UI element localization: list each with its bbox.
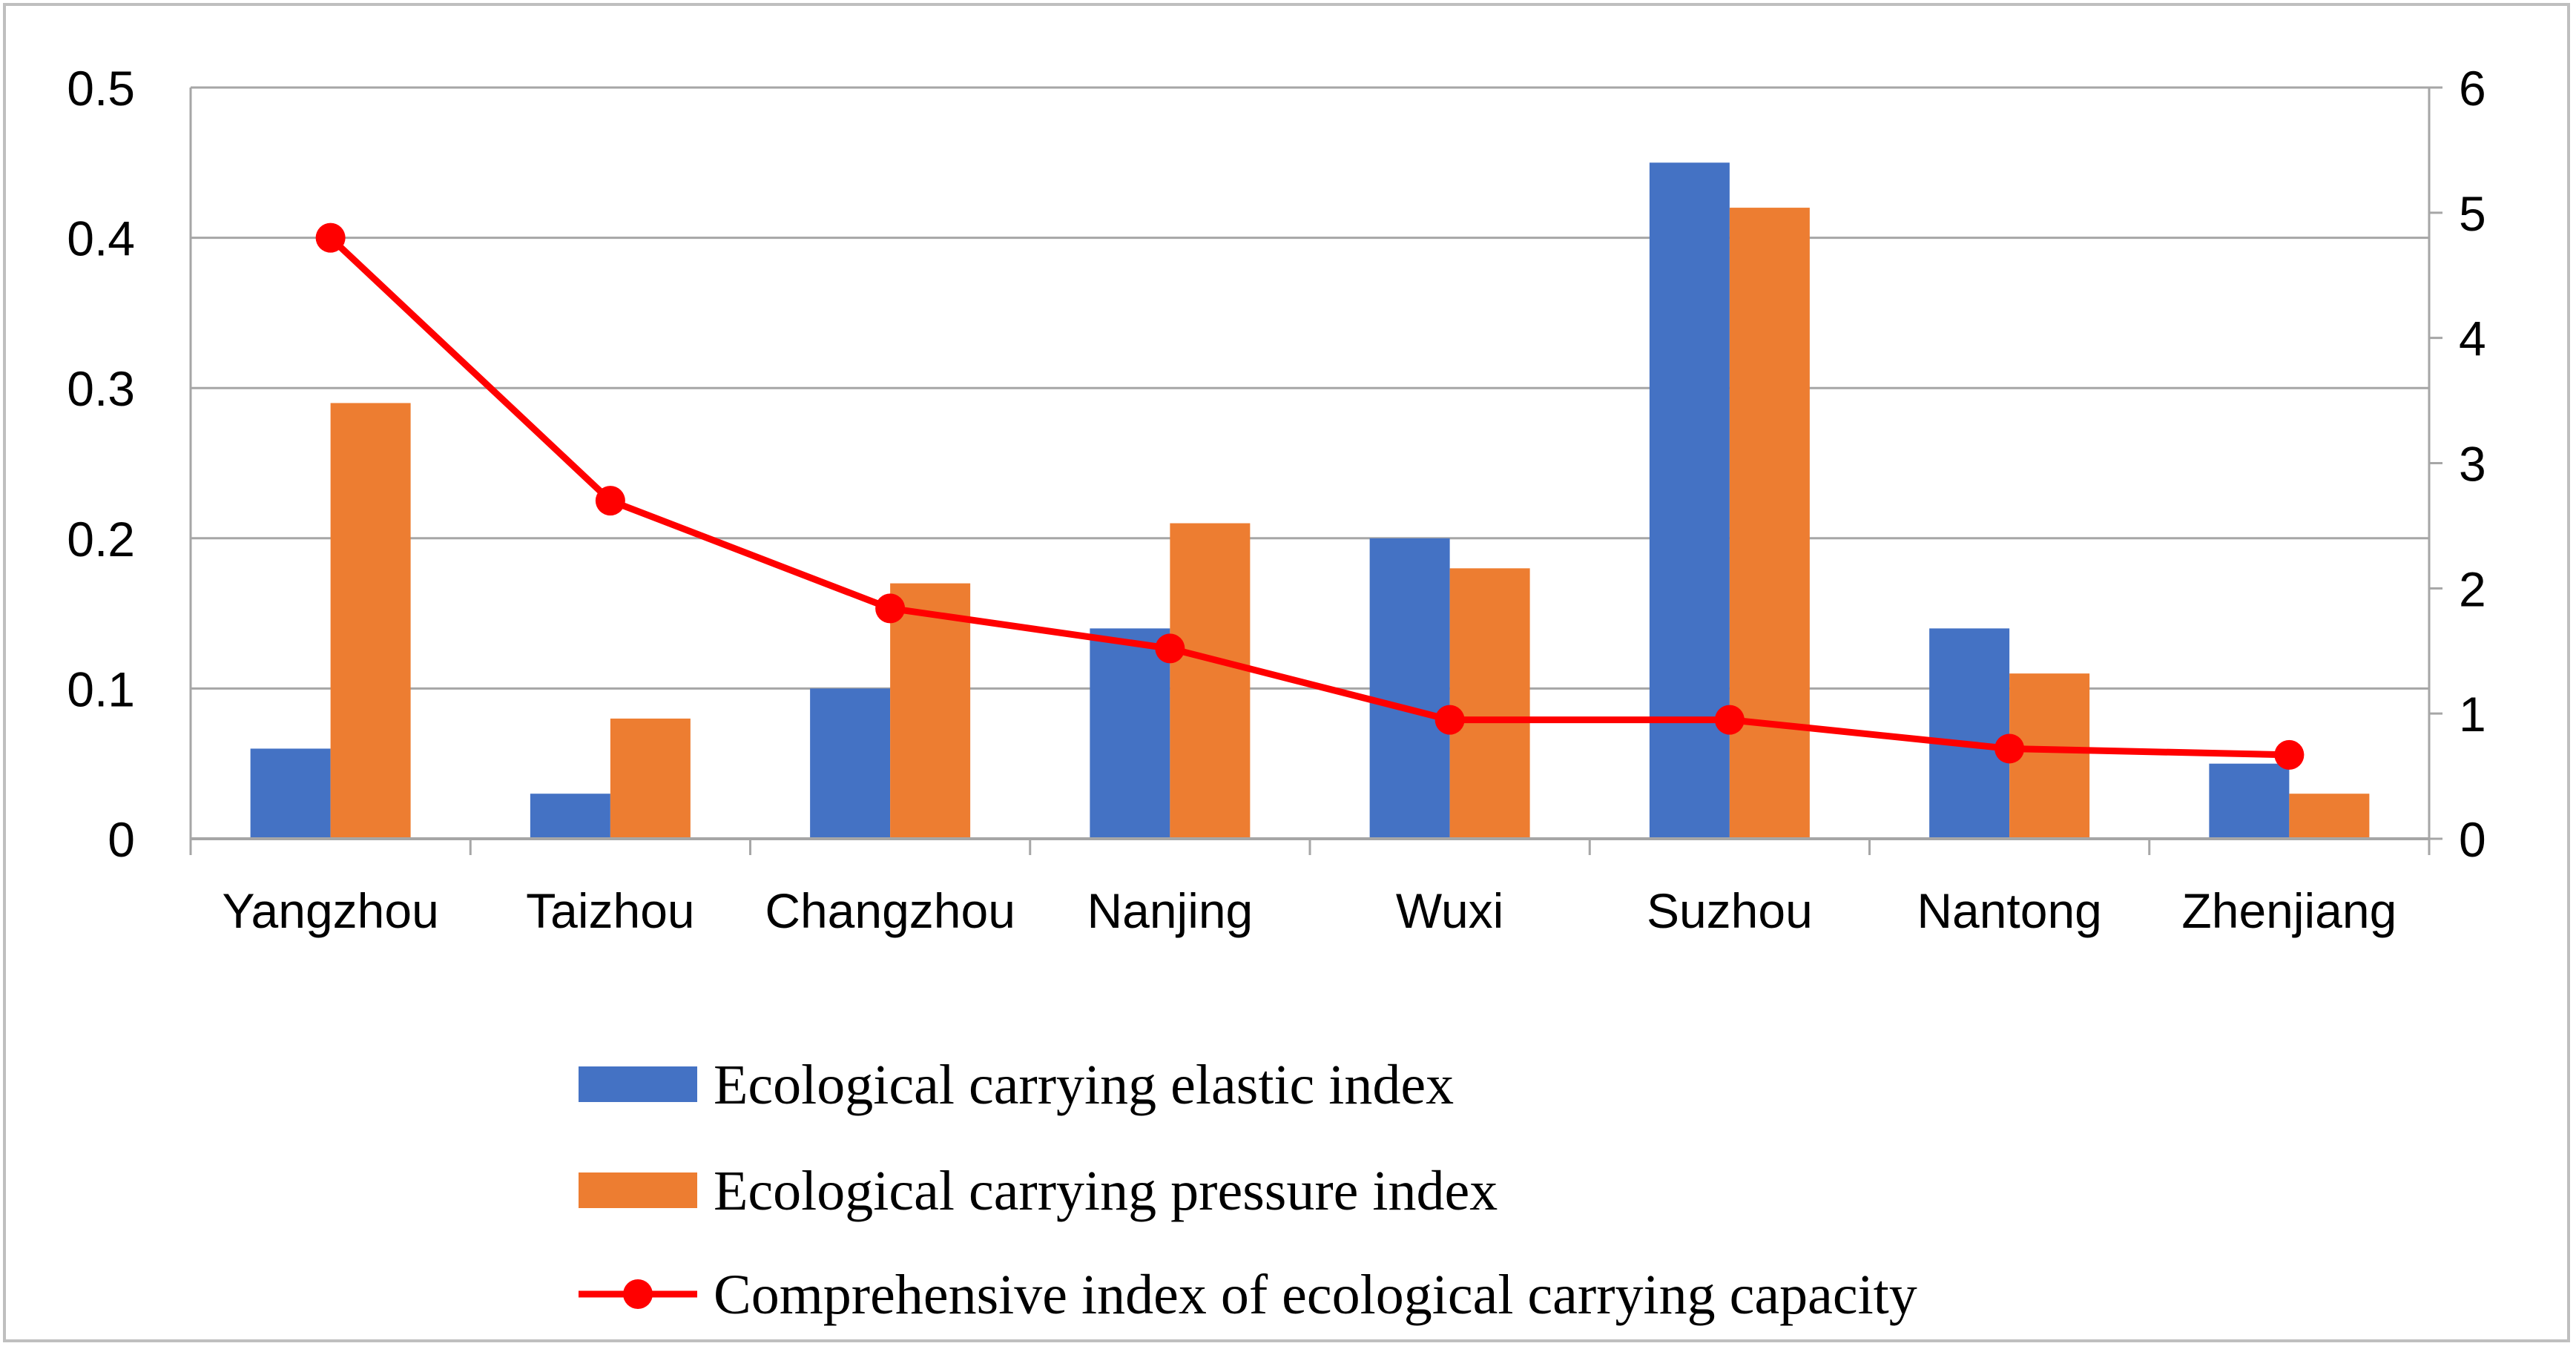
point-comprehensive-yangzhou[interactable] [315,222,346,253]
bar-elastic-nanjing[interactable] [1090,628,1170,839]
bar-elastic-nantong[interactable] [1929,628,2010,839]
y-left-tick-label: 0.3 [67,361,135,416]
bar-elastic-zhenjiang[interactable] [2209,763,2290,839]
y-right-tick-label: 1 [2459,687,2486,742]
x-category-label: Changzhou [765,883,1015,938]
x-category-label: Taizhou [526,883,695,938]
legend-swatch-pressure [579,1172,697,1208]
bar-elastic-yangzhou[interactable] [250,748,331,839]
bar-pressure-nanjing[interactable] [1170,523,1251,839]
y-right-tick-label: 2 [2459,561,2486,616]
y-right-tick-label: 4 [2459,311,2486,366]
legend-label-elastic: Ecological carrying elastic index [714,1054,1454,1116]
x-category-label: Nanjing [1087,883,1253,938]
x-category-label: Zhenjiang [2181,883,2397,938]
x-category-label: Suzhou [1647,883,1813,938]
y-right-tick-label: 6 [2459,61,2486,116]
point-comprehensive-wuxi[interactable] [1434,705,1465,735]
legend-swatch-marker [623,1279,653,1309]
bar-pressure-wuxi[interactable] [1449,568,1530,839]
x-category-label: Wuxi [1396,883,1503,938]
point-comprehensive-suzhou[interactable] [1714,705,1745,735]
y-left-tick-label: 0.1 [67,662,135,716]
legend-label-comprehensive: Comprehensive index of ecological carryi… [714,1264,1917,1326]
point-comprehensive-nantong[interactable] [1994,733,2025,764]
x-category-label: Nantong [1917,883,2102,938]
y-right-tick-label: 3 [2459,437,2486,492]
y-left-tick-label: 0 [108,812,135,867]
legend-label-pressure: Ecological carrying pressure index [714,1160,1498,1222]
x-category-label: Yangzhou [222,883,438,938]
chart-frame [3,3,2570,1342]
bar-elastic-suzhou[interactable] [1649,162,1730,840]
y-right-tick-label: 0 [2459,812,2486,867]
bar-pressure-yangzhou[interactable] [330,403,411,839]
bar-elastic-taizhou[interactable] [530,794,610,839]
legend-swatch-elastic [579,1066,697,1102]
y-left-tick-label: 0.5 [67,61,135,116]
bar-pressure-taizhou[interactable] [610,718,691,839]
point-comprehensive-changzhou[interactable] [875,593,906,624]
y-left-tick-label: 0.2 [67,512,135,567]
bar-pressure-zhenjiang[interactable] [2289,794,2370,839]
y-left-tick-label: 0.4 [67,211,135,266]
y-right-tick-label: 5 [2459,186,2486,241]
bar-pressure-changzhou[interactable] [890,583,971,839]
point-comprehensive-nanjing[interactable] [1155,633,1185,664]
point-comprehensive-taizhou[interactable] [595,486,625,516]
bar-pressure-suzhou[interactable] [1729,208,1810,840]
bar-pressure-nantong[interactable] [2009,673,2090,839]
comprehensive-index-line [328,235,2290,759]
point-comprehensive-zhenjiang[interactable] [2274,739,2305,770]
bar-elastic-wuxi[interactable] [1369,538,1450,839]
bar-elastic-changzhou[interactable] [810,688,891,839]
